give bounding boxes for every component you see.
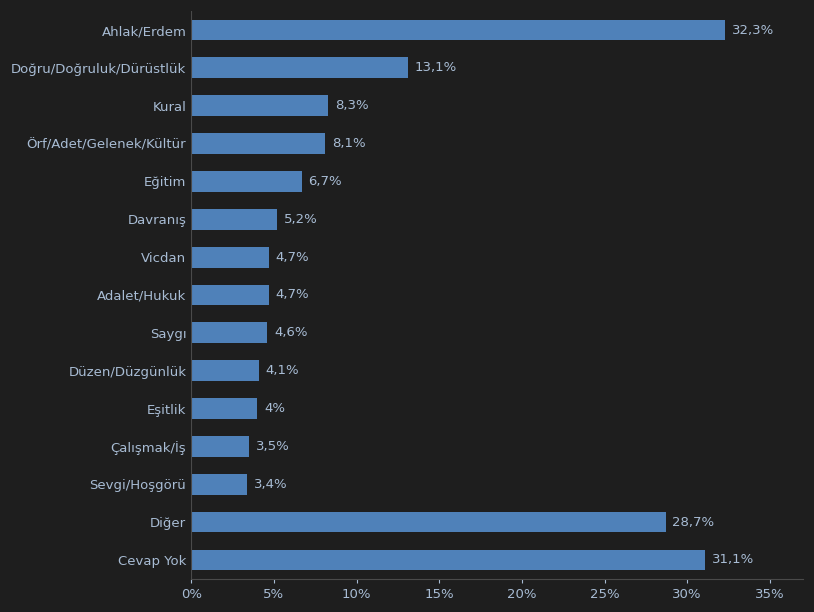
Text: 3,5%: 3,5% (256, 440, 290, 453)
Bar (191, 436, 249, 457)
Bar (191, 58, 408, 78)
Text: 6,7%: 6,7% (309, 175, 342, 188)
Bar (191, 512, 666, 532)
Text: 13,1%: 13,1% (414, 61, 457, 75)
Text: 5,2%: 5,2% (284, 213, 317, 226)
Bar (191, 133, 325, 154)
Bar (191, 398, 257, 419)
Bar (191, 474, 247, 494)
Bar (191, 171, 302, 192)
Bar (191, 285, 269, 305)
Text: 4,7%: 4,7% (275, 251, 309, 264)
Bar (191, 95, 328, 116)
Text: 31,1%: 31,1% (712, 553, 755, 567)
Text: 32,3%: 32,3% (732, 23, 774, 37)
Text: 4,7%: 4,7% (275, 288, 309, 302)
Text: 4,1%: 4,1% (265, 364, 300, 377)
Bar (191, 20, 725, 40)
Text: 28,7%: 28,7% (672, 515, 715, 529)
Bar (191, 209, 278, 230)
Text: 3,4%: 3,4% (254, 478, 287, 491)
Bar (191, 360, 259, 381)
Bar (191, 247, 269, 267)
Text: 8,1%: 8,1% (332, 137, 365, 150)
Text: 4%: 4% (264, 402, 285, 415)
Bar (191, 550, 706, 570)
Text: 8,3%: 8,3% (335, 99, 369, 112)
Text: 4,6%: 4,6% (274, 326, 308, 339)
Bar (191, 323, 267, 343)
